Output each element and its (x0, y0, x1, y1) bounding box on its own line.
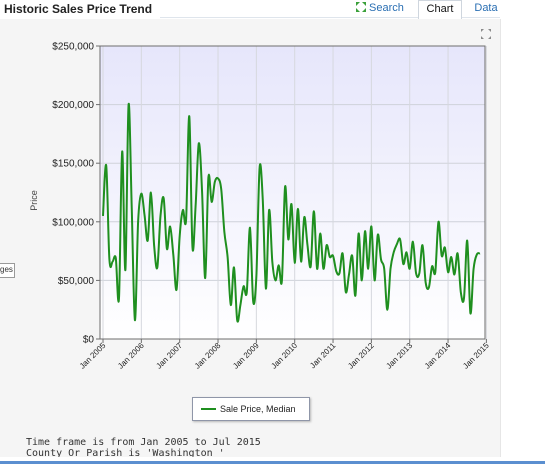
y-tick-label: $200,000 (52, 100, 94, 111)
tab-strip-divider (160, 17, 500, 18)
tab-search[interactable]: Search (356, 0, 412, 18)
x-axis-ticks: Jan 2005 Jan 2006 Jan 2007 Jan 2008 Jan 2009… (78, 339, 491, 371)
x-tick-label: Jan 2015 (461, 341, 491, 371)
sale-price-median-line (102, 102, 481, 323)
plot-frame (99, 45, 486, 340)
footnote-timeframe: Time frame is from Jan 2005 to Jul 2015 (26, 437, 261, 448)
plot-area (100, 46, 485, 339)
tab-data-label: Data (474, 2, 498, 14)
legend-swatch (201, 408, 216, 410)
bottom-accent-line (0, 461, 545, 464)
price-trend-chart: $0 $50,000 $100,000 $150,000 $200,000 $250,00… (29, 42, 491, 371)
header-bar: Historic Sales Price Trend Search Chart … (0, 0, 545, 19)
expand-arrows-icon (356, 2, 366, 12)
footnote-county: County Or Parish is 'Washington ' (26, 448, 225, 459)
fullscreen-icon[interactable] (480, 28, 492, 40)
y-tick-label: $0 (83, 335, 95, 346)
legend-label: Sale Price, Median (220, 404, 296, 414)
x-tick-label: Jan 2006 (116, 341, 146, 371)
y-tick-label: $50,000 (58, 276, 95, 287)
bottom-bar (0, 457, 545, 464)
side-tab-ges[interactable]: ges (0, 263, 15, 278)
tab-search-label: Search (369, 2, 404, 14)
page-title: Historic Sales Price Trend (4, 2, 153, 16)
side-tab-label: ges (0, 265, 13, 274)
x-tick-label: Jan 2010 (269, 341, 299, 371)
tab-chart-label: Chart (426, 3, 454, 15)
x-tick-label: Jan 2008 (193, 341, 223, 371)
x-tick-label: Jan 2009 (231, 341, 261, 371)
y-axis-ticks: $0 $50,000 $100,000 $150,000 $200,000 $250,00… (52, 42, 100, 346)
y-tick-label: $100,000 (52, 217, 94, 228)
chart-legend[interactable]: Sale Price, Median (192, 397, 310, 421)
y-tick-label: $250,000 (52, 42, 94, 53)
tab-data[interactable]: Data (468, 0, 504, 18)
x-tick-label: Jan 2014 (423, 341, 453, 371)
x-tick-label: Jan 2011 (308, 341, 338, 371)
x-tick-label: Jan 2007 (154, 341, 184, 371)
x-tick-label: Jan 2012 (346, 341, 376, 371)
x-tick-label: Jan 2013 (384, 341, 414, 371)
y-tick-label: $150,000 (52, 159, 94, 170)
y-axis-label: Price (29, 190, 39, 211)
panel-right-edge (500, 19, 501, 457)
tab-chart[interactable]: Chart (418, 0, 462, 19)
